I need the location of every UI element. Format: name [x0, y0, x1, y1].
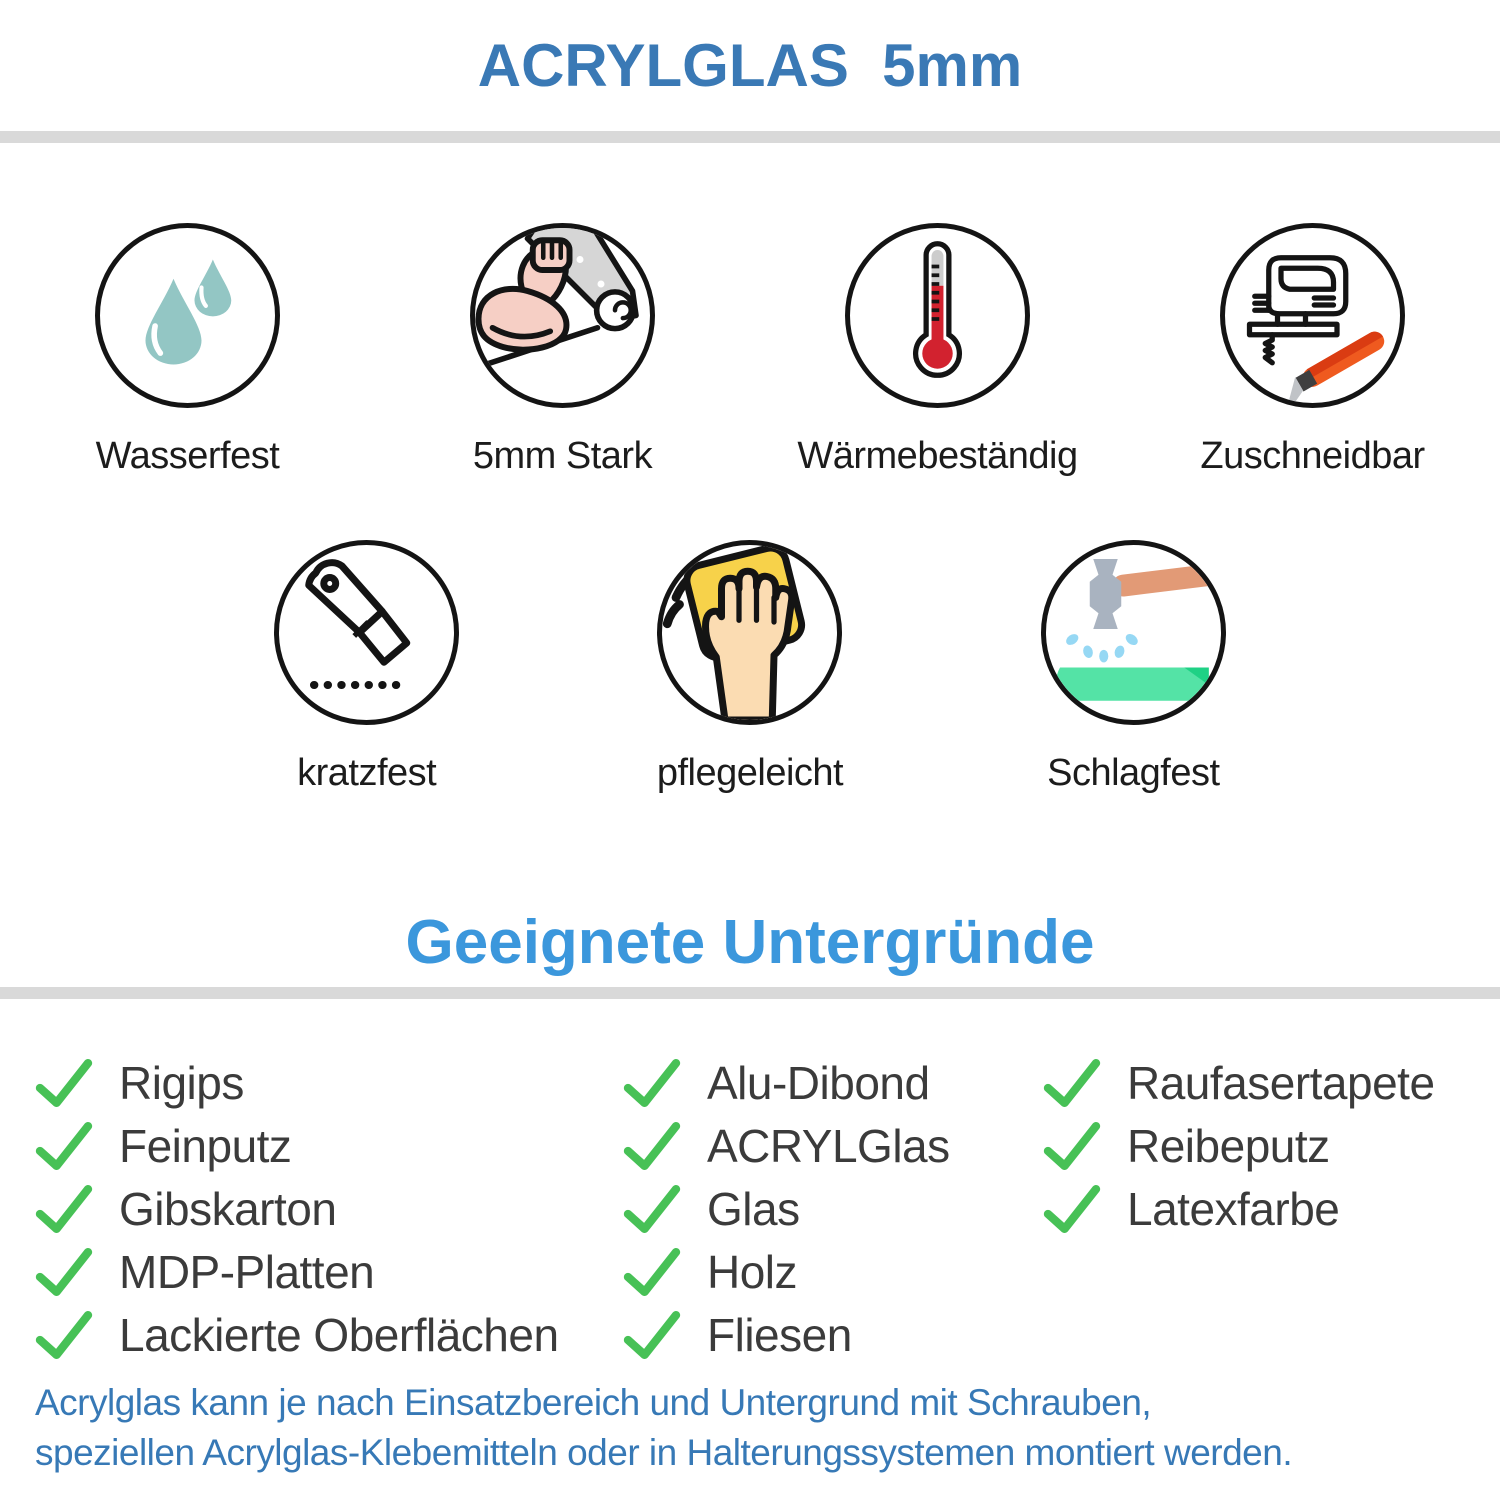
checkmark-icon — [35, 1058, 93, 1108]
hammer-icon — [1040, 540, 1226, 725]
substrates-list: Rigips Feinputz Gibskarton MDP-Platten L… — [0, 1051, 1500, 1366]
feature-label: Wasserfest — [95, 435, 280, 477]
feature-wasserfest: Wasserfest — [0, 223, 375, 478]
list-item: Feinputz — [35, 1114, 623, 1177]
substrate-label: Latexfarbe — [1127, 1182, 1340, 1235]
checkmark-icon — [623, 1184, 681, 1234]
top-divider — [0, 131, 1500, 143]
list-item: Latexfarbe — [1043, 1177, 1500, 1240]
substrate-label: Raufasertapete — [1127, 1056, 1435, 1109]
list-item: MDP-Platten — [35, 1240, 623, 1303]
checkmark-icon — [1043, 1184, 1101, 1234]
substrate-label: Rigips — [119, 1056, 244, 1109]
page-title: ACRYLGLAS 5mm — [477, 32, 1023, 99]
substrate-label: Lackierte Oberflächen — [119, 1308, 559, 1361]
checkmark-icon — [35, 1184, 93, 1234]
checkmark-icon — [1043, 1121, 1101, 1171]
substrates-column-1: Rigips Feinputz Gibskarton MDP-Platten L… — [35, 1051, 623, 1366]
substrate-label: Gibskarton — [119, 1182, 337, 1235]
feature-5mm-stark: 5mm Stark — [375, 223, 750, 478]
list-item: ACRYLGlas — [623, 1114, 1043, 1177]
checkmark-icon — [35, 1247, 93, 1297]
mounting-note: Acrylglas kann je nach Einsatzbereich un… — [0, 1378, 1500, 1478]
substrate-label: Reibeputz — [1127, 1119, 1330, 1172]
substrates-title: Geeignete Untergründe — [405, 908, 1095, 977]
feature-schlagfest: Schlagfest — [942, 540, 1325, 795]
feature-pflegeleicht: pflegeleicht — [558, 540, 941, 795]
list-item: Rigips — [35, 1051, 623, 1114]
list-item: Gibskarton — [35, 1177, 623, 1240]
list-item: Fliesen — [623, 1303, 1043, 1366]
list-item: Raufasertapete — [1043, 1051, 1500, 1114]
substrates-column-2: Alu-Dibond ACRYLGlas Glas Holz Fliesen — [623, 1051, 1043, 1366]
mounting-note-line2: speziellen Acrylglas-Klebemitteln oder i… — [35, 1432, 1293, 1473]
feature-label: Schlagfest — [1047, 752, 1220, 794]
feature-kratzfest: kratzfest — [175, 540, 558, 795]
mounting-note-line1: Acrylglas kann je nach Einsatzbereich un… — [35, 1382, 1152, 1423]
substrate-label: Alu-Dibond — [707, 1056, 930, 1109]
substrate-label: Feinputz — [119, 1119, 292, 1172]
thermometer-icon — [845, 223, 1030, 408]
substrate-label: Fliesen — [707, 1308, 852, 1361]
feature-label: kratzfest — [297, 752, 437, 794]
checkmark-icon — [623, 1121, 681, 1171]
substrate-label: Holz — [707, 1245, 798, 1298]
checkmark-icon — [623, 1310, 681, 1360]
substrates-column-3: Raufasertapete Reibeputz Latexfarbe — [1043, 1051, 1500, 1366]
list-item: Alu-Dibond — [623, 1051, 1043, 1114]
water-drops-icon — [95, 223, 280, 408]
checkmark-icon — [35, 1121, 93, 1171]
substrate-label: ACRYLGlas — [707, 1119, 950, 1172]
checkmark-icon — [623, 1058, 681, 1108]
feature-row-2: kratzfest pflegeleicht — [175, 540, 1325, 795]
middle-divider — [0, 987, 1500, 999]
feature-waermebestaendig: Wärmebeständig — [750, 223, 1125, 478]
cleaning-hand-icon — [657, 540, 843, 725]
substrate-label: MDP-Platten — [119, 1245, 375, 1298]
feature-zuschneidbar: Zuschneidbar — [1125, 223, 1500, 478]
utility-knife-icon — [274, 540, 460, 725]
list-item: Lackierte Oberflächen — [35, 1303, 623, 1366]
substrate-label: Glas — [707, 1182, 800, 1235]
checkmark-icon — [623, 1247, 681, 1297]
muscle-arm-icon — [470, 223, 655, 408]
feature-label: Zuschneidbar — [1200, 435, 1425, 477]
jigsaw-icon — [1220, 223, 1405, 408]
list-item: Glas — [623, 1177, 1043, 1240]
feature-label: pflegeleicht — [656, 752, 844, 794]
feature-row-1: Wasserfest 5mm Stark — [0, 223, 1500, 478]
checkmark-icon — [35, 1310, 93, 1360]
list-item: Holz — [623, 1240, 1043, 1303]
feature-label: 5mm Stark — [472, 435, 653, 477]
list-item: Reibeputz — [1043, 1114, 1500, 1177]
checkmark-icon — [1043, 1058, 1101, 1108]
feature-label: Wärmebeständig — [797, 435, 1078, 477]
